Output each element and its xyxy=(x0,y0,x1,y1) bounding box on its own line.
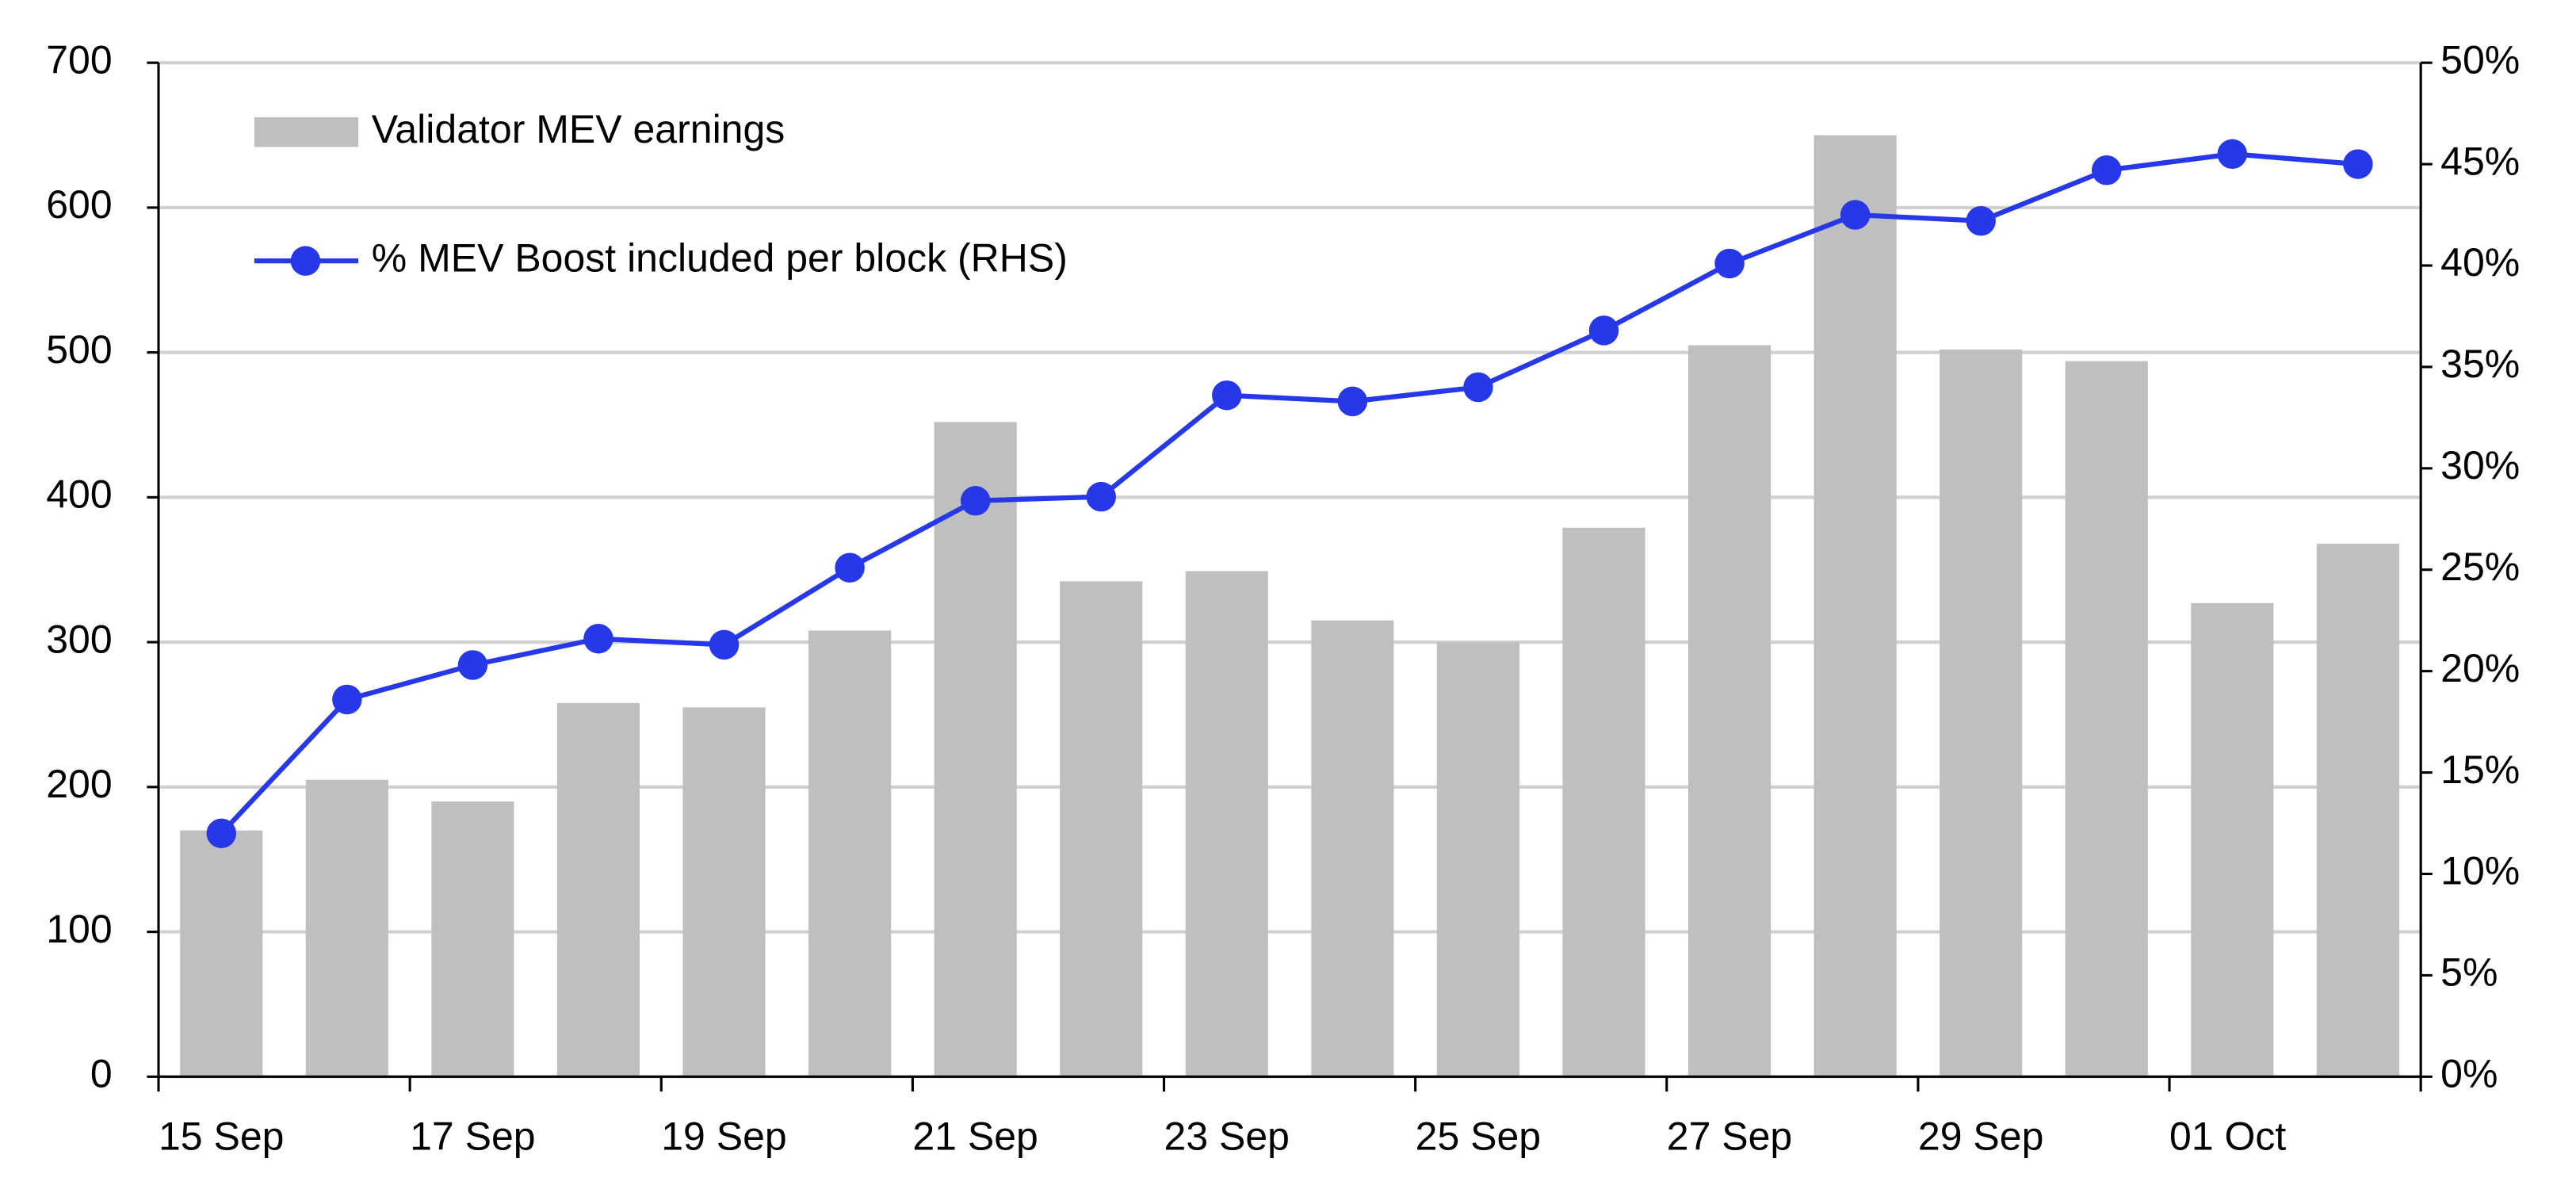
marker xyxy=(1840,200,1871,230)
bar xyxy=(1814,135,1897,1077)
bar xyxy=(808,630,892,1077)
legend-label: % MEV Boost included per block (RHS) xyxy=(372,235,1068,280)
legend-label: Validator MEV earnings xyxy=(372,107,785,151)
y-tick-label: 600 xyxy=(46,182,112,227)
y2-tick-label: 0% xyxy=(2440,1052,2498,1096)
bar xyxy=(556,702,640,1077)
bar xyxy=(1940,349,2023,1077)
marker xyxy=(583,623,613,654)
x-tick-label: 17 Sep xyxy=(410,1114,535,1159)
x-tick-label: 27 Sep xyxy=(1667,1114,1792,1159)
marker xyxy=(2343,149,2373,179)
y-tick-label: 100 xyxy=(46,907,112,951)
bar xyxy=(1562,527,1645,1077)
bar xyxy=(682,707,766,1077)
bar xyxy=(1311,620,1394,1077)
bar xyxy=(1060,581,1143,1077)
x-tick-label: 01 Oct xyxy=(2169,1114,2286,1159)
legend-swatch xyxy=(254,117,359,147)
bar xyxy=(305,779,388,1077)
marker xyxy=(332,684,362,715)
y2-tick-label: 45% xyxy=(2440,139,2520,183)
marker xyxy=(206,818,237,849)
bar xyxy=(2316,543,2399,1077)
bar xyxy=(1436,642,1520,1077)
y2-tick-label: 35% xyxy=(2440,342,2520,386)
bar xyxy=(934,422,1017,1077)
x-tick-label: 15 Sep xyxy=(159,1114,284,1159)
y2-tick-label: 20% xyxy=(2440,646,2520,690)
y-tick-label: 500 xyxy=(46,327,112,372)
y2-tick-label: 50% xyxy=(2440,37,2520,82)
marker xyxy=(709,629,740,660)
marker xyxy=(1463,372,1493,403)
marker xyxy=(960,486,991,516)
marker xyxy=(1966,205,1996,236)
bar xyxy=(2065,361,2148,1077)
y2-tick-label: 25% xyxy=(2440,545,2520,589)
marker xyxy=(1714,248,1745,279)
bar xyxy=(180,830,263,1077)
y2-tick-label: 40% xyxy=(2440,240,2520,285)
y2-tick-label: 10% xyxy=(2440,849,2520,893)
marker xyxy=(2217,139,2248,170)
x-tick-label: 21 Sep xyxy=(912,1114,1038,1159)
y-tick-label: 700 xyxy=(46,37,112,82)
bar xyxy=(1687,345,1771,1077)
x-tick-label: 29 Sep xyxy=(1918,1114,2043,1159)
marker xyxy=(1212,380,1242,411)
y-tick-label: 200 xyxy=(46,762,112,806)
marker xyxy=(2092,155,2122,185)
line xyxy=(220,151,2359,835)
x-tick-label: 25 Sep xyxy=(1416,1114,1541,1159)
x-tick-label: 23 Sep xyxy=(1164,1114,1290,1159)
bar xyxy=(2191,602,2274,1077)
marker xyxy=(1086,481,1116,512)
marker xyxy=(1337,386,1368,417)
y2-tick-label: 15% xyxy=(2440,747,2520,792)
y2-tick-label: 30% xyxy=(2440,443,2520,487)
bar xyxy=(431,801,514,1077)
y-tick-label: 300 xyxy=(46,617,112,661)
legend-marker xyxy=(290,246,321,276)
marker xyxy=(835,552,865,583)
y2-tick-label: 5% xyxy=(2440,950,2498,995)
x-tick-label: 19 Sep xyxy=(661,1114,786,1159)
marker xyxy=(457,650,488,680)
y-tick-label: 0 xyxy=(90,1052,113,1096)
marker xyxy=(1588,315,1619,346)
bar xyxy=(1185,571,1268,1077)
y-tick-label: 400 xyxy=(46,472,112,517)
